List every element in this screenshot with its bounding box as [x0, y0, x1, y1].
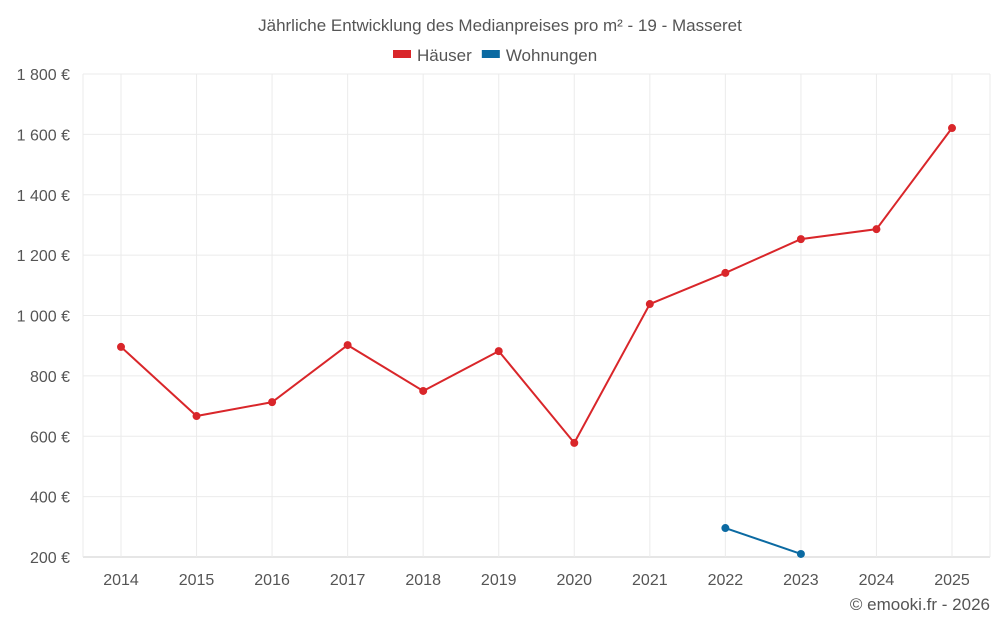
y-tick-label: 1 800 €: [17, 67, 70, 84]
x-tick-label: 2018: [405, 572, 441, 589]
data-point[interactable]: [872, 225, 881, 234]
y-tick-label: 400 €: [30, 490, 70, 507]
data-point[interactable]: [570, 438, 579, 447]
x-tick-label: 2022: [708, 572, 744, 589]
chart-title: Jährliche Entwicklung des Medianpreises …: [258, 16, 742, 35]
data-point[interactable]: [419, 386, 428, 395]
legend-item-wohnungen[interactable]: Wohnungen: [481, 46, 597, 65]
y-tick-label: 1 600 €: [17, 127, 70, 144]
data-point[interactable]: [343, 341, 352, 350]
y-tick-label: 600 €: [30, 429, 70, 446]
y-tick-label: 1 400 €: [17, 188, 70, 205]
series: [117, 124, 956, 558]
x-axis: 2014 2015 2016 2017 2018 2019 2020 2021 2022 2023…: [103, 572, 970, 589]
y-tick-label: 200 €: [30, 550, 70, 567]
x-tick-label: 2023: [783, 572, 819, 589]
data-point[interactable]: [117, 342, 125, 351]
data-point[interactable]: [645, 300, 654, 309]
credit: © emooki.fr - 2026: [850, 595, 990, 614]
x-tick-label: 2025: [934, 572, 970, 589]
data-point[interactable]: [494, 347, 503, 356]
legend: Häuser Wohnungen: [393, 46, 597, 65]
x-tick-label: 2016: [254, 572, 290, 589]
data-point[interactable]: [796, 549, 805, 558]
y-tick-label: 1 200 €: [17, 248, 70, 265]
series-wohnungen: [721, 524, 805, 558]
grid: [82, 73, 991, 558]
y-axis: 200 € 400 € 600 € 800 € 1 000 € 1 200 € 1 400 …: [17, 67, 70, 567]
series-line: [120, 127, 953, 445]
data-point[interactable]: [948, 124, 956, 133]
legend-label: Häuser: [417, 46, 472, 65]
x-tick-label: 2024: [859, 572, 895, 589]
x-tick-label: 2014: [103, 572, 139, 589]
legend-label: Wohnungen: [506, 46, 597, 65]
data-point[interactable]: [721, 524, 730, 533]
x-tick-label: 2015: [179, 572, 215, 589]
x-tick-label: 2020: [556, 572, 592, 589]
series-line: [725, 527, 802, 555]
x-tick-label: 2019: [481, 572, 517, 589]
data-point[interactable]: [721, 268, 730, 277]
series-häuser: [117, 124, 956, 447]
data-point[interactable]: [796, 235, 805, 244]
data-point[interactable]: [192, 412, 201, 421]
x-tick-label: 2021: [632, 572, 668, 589]
y-tick-label: 800 €: [30, 369, 70, 386]
legend-item-häuser[interactable]: Häuser: [393, 46, 472, 65]
x-tick-label: 2017: [330, 572, 366, 589]
legend-swatch: [393, 50, 411, 58]
legend-swatch: [481, 50, 500, 58]
data-point[interactable]: [268, 398, 277, 407]
y-tick-label: 1 000 €: [17, 309, 70, 326]
